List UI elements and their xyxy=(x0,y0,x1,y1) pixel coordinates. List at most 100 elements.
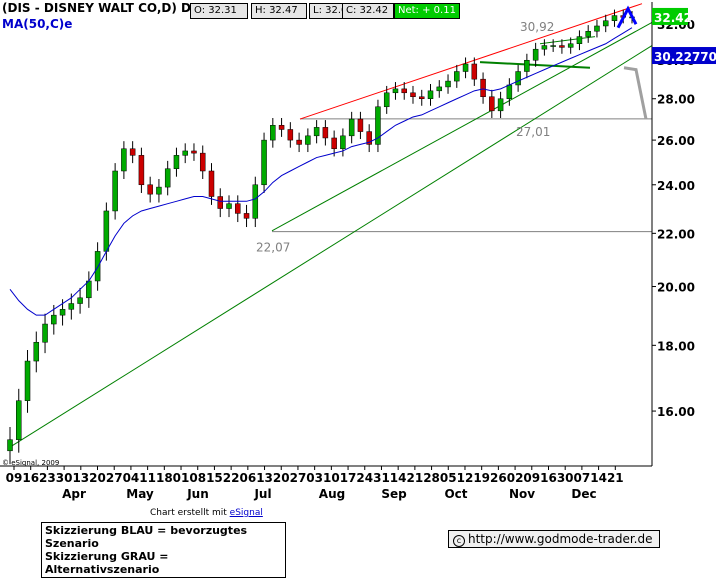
candle-body xyxy=(16,400,22,440)
candle-body xyxy=(278,125,285,130)
candle-body xyxy=(7,439,13,452)
candle-body xyxy=(410,92,416,98)
x-day-label: 21 xyxy=(407,471,424,485)
candle-body xyxy=(594,25,600,32)
chart-title: (DIS - DISNEY WALT CO,D) Dy xyxy=(2,1,199,15)
candle-body xyxy=(322,127,329,139)
candle-body xyxy=(348,118,355,137)
credit-text: Chart erstellt mit xyxy=(150,508,227,518)
candle-body xyxy=(252,184,259,219)
x-day-label: 13 xyxy=(256,471,273,485)
legend-grey-line: Skizzierung GRAU = Alternativszenario xyxy=(45,550,169,576)
x-day-label: 11 xyxy=(139,471,156,485)
candle-body xyxy=(366,131,372,145)
x-day-label: 13 xyxy=(72,471,89,485)
candle-body xyxy=(515,71,521,86)
candle-body xyxy=(401,88,407,94)
y-tick-label: 20.00 xyxy=(657,281,695,295)
x-day-label: 31 xyxy=(373,471,390,485)
price-annotation: 30,92 xyxy=(520,20,554,34)
candle-body xyxy=(497,98,504,112)
candle-body xyxy=(506,84,513,99)
candle-body xyxy=(138,155,145,186)
candle-body xyxy=(182,150,188,156)
candle-body xyxy=(611,15,618,21)
legend-blue-line: Skizzierung BLAU = bevorzugtes Szenario xyxy=(45,524,248,550)
copyright-icon: c xyxy=(453,535,465,547)
candle-body xyxy=(585,30,591,37)
candle-body xyxy=(270,125,276,141)
x-day-label: 14 xyxy=(590,471,607,485)
x-day-label: 07 xyxy=(574,471,591,485)
website-url: http://www.godmode-trader.de xyxy=(468,532,653,546)
candle-body xyxy=(121,148,127,172)
candle-body xyxy=(418,96,425,99)
x-day-label: 27 xyxy=(106,471,123,485)
x-day-label: 17 xyxy=(340,471,357,485)
x-day-label: 09 xyxy=(523,471,540,485)
x-day-label: 26 xyxy=(490,471,507,485)
x-month-label: Oct xyxy=(444,487,467,501)
candle-body xyxy=(287,129,294,141)
esignal-link[interactable]: eSignal xyxy=(229,508,263,518)
x-day-label: 04 xyxy=(123,471,140,485)
candle-body xyxy=(436,86,443,92)
x-axis: 09 16 23 30 13 20 27 04 11 18 01 08 15 22 06 13 20 27 03 10… xyxy=(0,465,652,501)
last-price-label: 32.42 xyxy=(654,11,692,25)
candle-body xyxy=(541,45,548,50)
upper-trendline xyxy=(299,3,643,120)
candle-body xyxy=(305,135,311,145)
candle-body xyxy=(112,170,118,212)
x-month-label: Jun xyxy=(186,487,209,501)
x-day-label: 08 xyxy=(189,471,206,485)
scenario-legend: Skizzierung BLAU = bevorzugtes Szenario … xyxy=(41,522,286,578)
candle-body xyxy=(445,80,451,88)
x-day-label: 19 xyxy=(473,471,490,485)
candle-body xyxy=(489,96,495,112)
y-tick-label: 18.00 xyxy=(657,339,695,353)
candle-body xyxy=(199,152,206,172)
candle-body xyxy=(602,20,609,27)
candle-body xyxy=(217,196,224,209)
copyright-label: © eSignal, 2009 xyxy=(2,459,59,467)
candle-body xyxy=(471,63,478,80)
x-day-label: 24 xyxy=(356,471,373,485)
candle-body xyxy=(235,203,241,214)
candle-body xyxy=(340,135,346,150)
x-month-label: May xyxy=(126,487,154,501)
y-tick-label: 24.00 xyxy=(657,179,695,193)
candle-body xyxy=(296,139,302,145)
x-month-label: Jul xyxy=(253,487,271,501)
candle-body xyxy=(94,251,101,282)
website-link[interactable]: c http://www.godmode-trader.de xyxy=(448,530,660,548)
candle-body xyxy=(454,71,460,82)
x-day-label: 22 xyxy=(223,471,240,485)
x-day-label: 30 xyxy=(56,471,73,485)
candle-body xyxy=(226,203,232,209)
x-day-label: 05 xyxy=(440,471,457,485)
y-tick-label: 16.00 xyxy=(657,405,695,419)
price-chart: 30,92 27,01 22,07 16.00 18.00 20.00 22.00 24.0… xyxy=(0,2,716,501)
candle-body xyxy=(357,118,364,132)
x-day-label: 01 xyxy=(173,471,190,485)
candle-body xyxy=(313,127,320,137)
candle-body xyxy=(191,150,197,154)
x-day-label: 06 xyxy=(239,471,256,485)
candle-body xyxy=(173,155,180,169)
candle-body xyxy=(156,186,162,195)
x-month-label: Aug xyxy=(319,487,345,501)
x-month-label: Nov xyxy=(509,487,535,501)
x-day-label: 16 xyxy=(540,471,557,485)
x-day-label: 02 xyxy=(507,471,524,485)
y-tick-label: 28.00 xyxy=(657,93,695,107)
x-day-label: 09 xyxy=(6,471,23,485)
candle-body xyxy=(129,148,136,156)
net-change-badge: Net: + 0.11 xyxy=(394,3,460,19)
candle-body xyxy=(33,341,40,362)
x-day-label: 30 xyxy=(557,471,574,485)
plot-area: 30,92 27,01 22,07 xyxy=(7,3,653,465)
candle-body xyxy=(103,210,110,252)
candle-body xyxy=(331,137,337,150)
x-month-label: Dec xyxy=(571,487,596,501)
candle-body xyxy=(383,92,390,108)
